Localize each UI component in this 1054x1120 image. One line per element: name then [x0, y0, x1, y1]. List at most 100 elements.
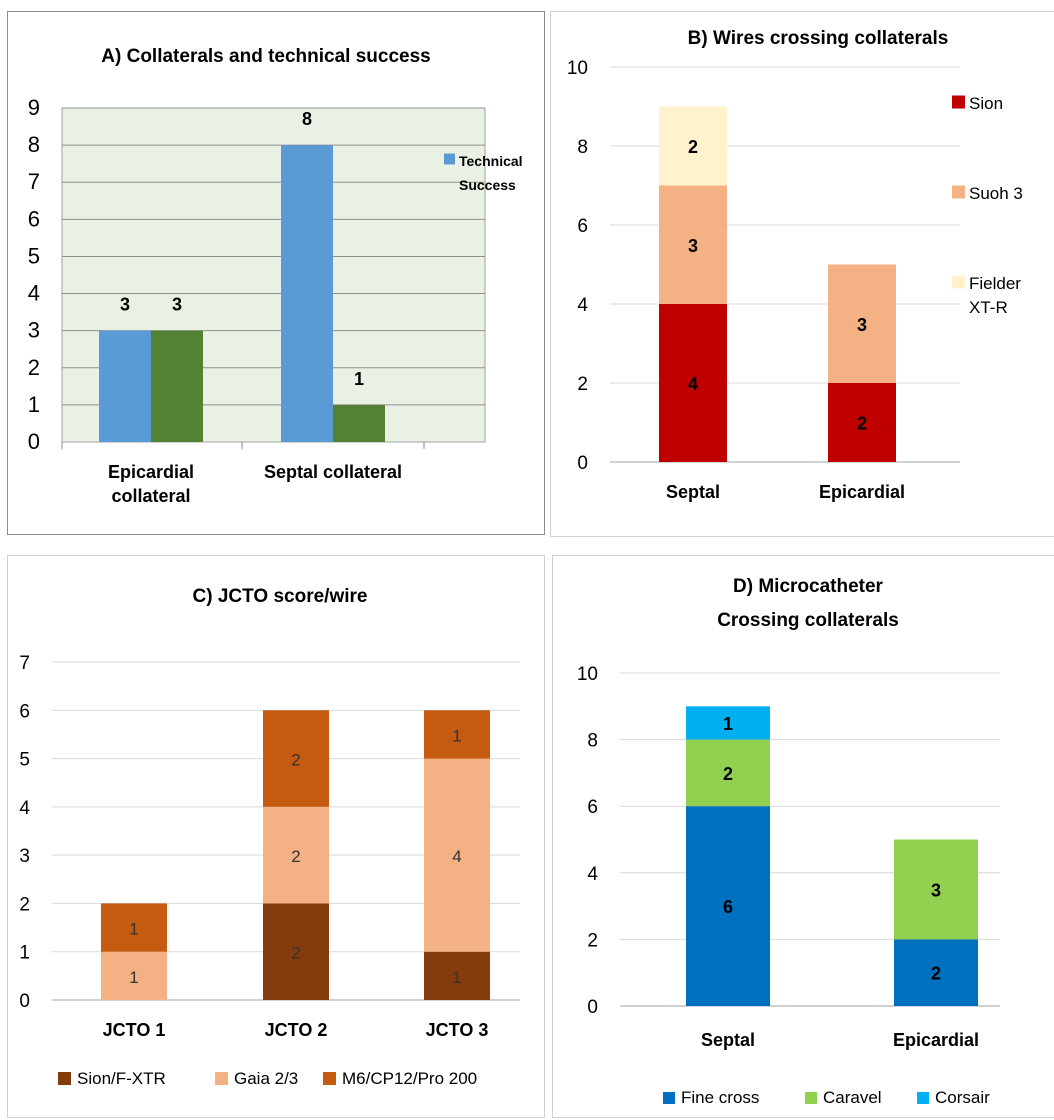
category-label: Septal	[701, 1030, 755, 1050]
data-label: 2	[688, 137, 698, 157]
y-tick-label: 10	[567, 58, 588, 79]
legend-label: Corsair	[935, 1088, 990, 1107]
data-label: 4	[688, 374, 698, 394]
data-label: 3	[120, 295, 130, 315]
bar	[151, 330, 203, 442]
bar-segment	[828, 264, 896, 383]
panel-d-frame	[552, 555, 1054, 1118]
y-tick-label: 7	[28, 169, 40, 194]
legend-swatch	[952, 185, 965, 199]
panel-b-title: B) Wires crossing collaterals	[688, 28, 949, 49]
y-tick-label: 8	[577, 137, 588, 158]
legend-swatch	[805, 1092, 817, 1104]
legend-swatch	[323, 1072, 336, 1085]
bar-segment	[424, 758, 490, 952]
category-label: Epicardial	[819, 482, 905, 502]
y-tick-label: 8	[28, 132, 40, 157]
data-label: 6	[723, 897, 733, 917]
bar-segment	[101, 951, 167, 1000]
legend-swatch	[952, 95, 965, 109]
data-label: 1	[723, 714, 733, 734]
bar-segment	[894, 939, 978, 1006]
data-label: 2	[291, 751, 300, 770]
data-label: 1	[354, 369, 364, 389]
data-label: 2	[931, 964, 941, 984]
y-tick-label: 7	[19, 653, 30, 674]
data-label: 1	[452, 726, 461, 745]
y-tick-label: 2	[577, 374, 588, 395]
y-tick-label: 0	[28, 429, 40, 454]
panel-b-chart: 0 2 4 6 8 10 4 3 2 2 3 Septal Epicardial Sion Suoh 3 Fi…	[567, 58, 1023, 502]
y-tick-label: 6	[577, 216, 588, 237]
category-label: Epicardial	[108, 462, 194, 482]
y-tick-label: 4	[19, 798, 30, 819]
panel-d-chart: 0 2 4 6 8 10 6 2 1 2 3 Septal Epicardial Fine cross Ca…	[577, 664, 1000, 1107]
y-tick-label: 2	[28, 355, 40, 380]
category-label: JCTO 1	[103, 1020, 166, 1040]
category-label: JCTO 2	[265, 1020, 328, 1040]
bar	[99, 330, 151, 442]
y-tick-label: 3	[19, 846, 30, 867]
data-label: 1	[452, 968, 461, 987]
y-tick-label: 0	[587, 997, 598, 1018]
y-tick-label: 2	[587, 930, 598, 951]
legend-label: Fine cross	[681, 1088, 759, 1107]
bar-segment	[659, 185, 727, 304]
data-label: 2	[291, 847, 300, 866]
legend-swatch	[663, 1092, 675, 1104]
y-tick-label: 1	[19, 943, 30, 964]
bar-segment	[686, 739, 770, 807]
data-label: 3	[172, 295, 182, 315]
panel-d-title: D) Microcatheter	[733, 576, 884, 597]
panel-c-chart: 0 1 2 3 4 5 6 7 1 1 2 2 2 1 4 1 JCTO 1 JCTO 2 JCTO 3 Sion/F…	[19, 653, 520, 1088]
legend-label: M6/CP12/Pro 200	[342, 1069, 477, 1088]
legend-swatch	[444, 153, 455, 165]
data-label: 2	[291, 944, 300, 963]
bar	[333, 404, 385, 442]
data-label: 3	[688, 236, 698, 256]
bar	[281, 145, 333, 442]
bar-segment	[101, 903, 167, 952]
y-tick-label: 6	[587, 797, 598, 818]
data-label: 2	[857, 414, 867, 434]
y-tick-label: 5	[19, 750, 30, 771]
bar-segment	[686, 706, 770, 740]
category-label: Septal collateral	[264, 462, 402, 482]
y-tick-label: 3	[28, 318, 40, 343]
y-tick-label: 4	[28, 281, 40, 306]
legend-label: Sion/F-XTR	[77, 1069, 166, 1088]
y-tick-label: 9	[28, 95, 40, 120]
legend-swatch	[58, 1072, 71, 1085]
category-label: Septal	[666, 482, 720, 502]
bar-segment	[894, 839, 978, 940]
y-tick-label: 1	[28, 392, 40, 417]
y-tick-label: 0	[19, 991, 30, 1012]
bar-segment	[659, 304, 727, 462]
y-tick-label: 10	[577, 664, 598, 685]
data-label: 1	[129, 920, 138, 939]
data-label: 4	[452, 847, 461, 866]
y-tick-label: 0	[577, 453, 588, 474]
data-label: 3	[931, 880, 941, 900]
bar-segment	[424, 951, 490, 1000]
data-label: 3	[857, 315, 867, 335]
category-label: collateral	[111, 486, 190, 506]
data-label: 1	[129, 968, 138, 987]
legend-swatch	[215, 1072, 228, 1085]
bar-segment	[263, 806, 329, 904]
legend-label: XT-R	[969, 298, 1008, 317]
legend-label: Sion	[969, 94, 1003, 113]
panel-b-frame	[550, 11, 1054, 537]
y-tick-label: 6	[28, 206, 40, 231]
data-label: 8	[302, 109, 312, 129]
legend-swatch	[917, 1092, 929, 1104]
bar-segment	[263, 903, 329, 1000]
bar-segment	[828, 383, 896, 462]
legend-label: Gaia 2/3	[234, 1069, 298, 1088]
bar-segment	[659, 106, 727, 186]
panel-a-title: A) Collaterals and technical success	[101, 46, 430, 67]
panel-a-chart: 0 1 2 3 4 5 6 7 8 9 3 3 8 1 Epicardial collateral Septal…	[28, 95, 523, 506]
panel-c-title: C) JCTO score/wire	[193, 586, 368, 607]
y-tick-label: 6	[19, 701, 30, 722]
